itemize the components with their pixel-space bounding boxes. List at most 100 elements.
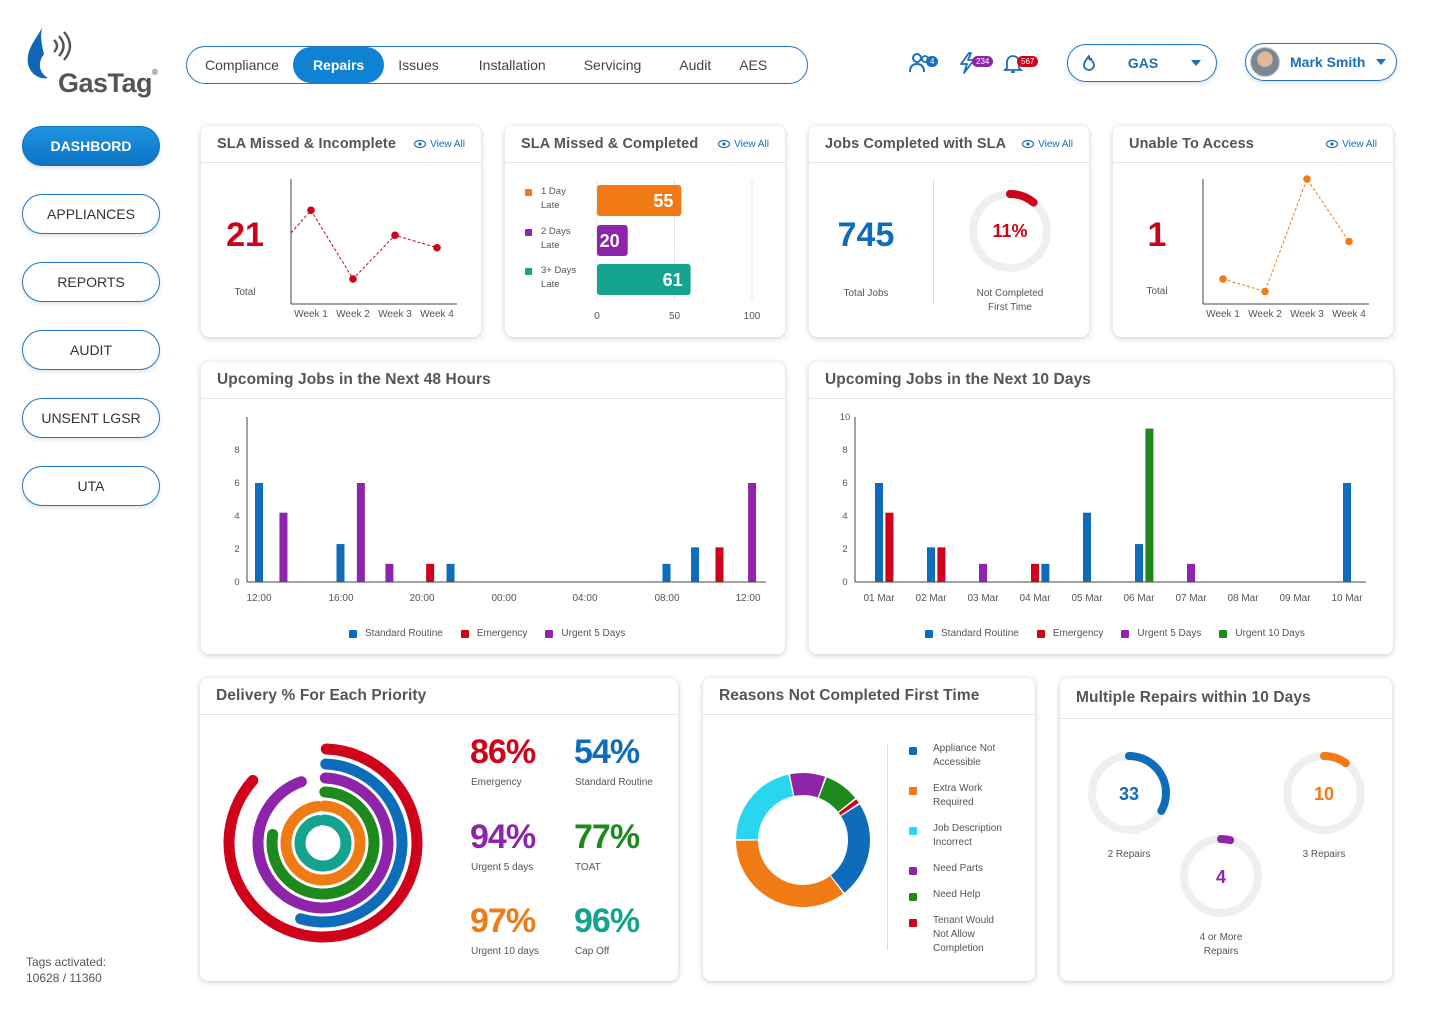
x-tick-label: 09 Mar	[1279, 593, 1311, 604]
legend-item: Emergency	[460, 628, 527, 639]
bar	[1135, 544, 1143, 582]
donut-segment	[736, 773, 870, 907]
repair-ring: 10	[1283, 752, 1365, 834]
x-tick-label: Week 2	[1248, 309, 1282, 320]
repair-ring: 33	[1088, 752, 1170, 834]
x-tick-label: 05 Mar	[1071, 593, 1103, 604]
sla-missed-completed-card: SLA Missed & Completed View All 0 50 100 55…	[505, 126, 785, 337]
bar	[597, 225, 628, 256]
view-all-link[interactable]: View All	[414, 139, 465, 150]
x-tick-label: 06 Mar	[1123, 593, 1155, 604]
bar	[1343, 483, 1351, 582]
bar	[279, 512, 288, 582]
data-point	[391, 231, 399, 240]
repair-label: 2 Repairs	[1107, 849, 1151, 860]
bar	[979, 563, 987, 582]
x-tick-label: Week 4	[1332, 309, 1366, 320]
upcoming-10-bar-chart: 0 2 4 6 8 10 01 Mar 02 Mar 03 Mar 04 Mar 05 Mar 06 …	[840, 412, 1366, 604]
view-all-link[interactable]: View All	[1326, 139, 1377, 150]
tab-servicing[interactable]: Servicing	[583, 57, 642, 73]
x-tick-label: 20:00	[409, 593, 434, 604]
view-all-link[interactable]: View All	[718, 139, 769, 150]
x-tick-label: 04:00	[572, 593, 597, 604]
series-line	[290, 209, 438, 280]
legend-item: Appliance Not Accessible	[933, 743, 996, 768]
repair-ring: 4	[1180, 835, 1262, 917]
legend-item: Extra Work Required	[933, 783, 983, 808]
tab-aes[interactable]: AES	[739, 57, 768, 73]
x-tick-label: 03 Mar	[967, 593, 999, 604]
ring-arc	[223, 743, 423, 943]
bar	[1083, 512, 1091, 582]
legend-swatch	[909, 893, 917, 901]
bar	[885, 512, 894, 582]
ring-arc	[238, 758, 408, 928]
category-label: 2 Days	[541, 226, 571, 237]
tab-repairs[interactable]: Repairs	[292, 47, 385, 83]
category-label: 3+ Days	[541, 265, 576, 276]
data-point	[1261, 287, 1269, 296]
total-label: Total	[234, 287, 256, 298]
legend-item: Standard Routine	[349, 628, 443, 639]
alerts-button[interactable]: 234	[958, 50, 994, 76]
x-tick-label: Week 4	[420, 309, 454, 320]
x-tick-label: Week 1	[294, 309, 328, 320]
tab-installation[interactable]: Installation	[478, 57, 546, 73]
user-menu[interactable]: Mark Smith	[1245, 43, 1397, 81]
x-tick-label: 50	[669, 311, 681, 322]
view-all-link[interactable]: View All	[1022, 139, 1073, 150]
sidebar-item-appliances[interactable]: APPLIANCES	[22, 194, 160, 234]
reasons-card: Reasons Not Completed First Time Applian…	[703, 678, 1035, 981]
notifications-button[interactable]: 567	[1003, 50, 1039, 76]
card-title: Delivery % For Each Priority	[216, 687, 427, 704]
delivery-label: TOAT	[575, 862, 601, 873]
total-value: 21	[226, 216, 264, 254]
upcoming-48-hours-card: Upcoming Jobs in the Next 48 Hours 0 2 4 6 8…	[201, 362, 785, 654]
sla-incomplete-line-chart: Week 1 Week 2 Week 3 Week 4	[290, 179, 457, 320]
sidebar-item-unsent-lgsr[interactable]: UNSENT LGSR	[22, 398, 160, 438]
team-button[interactable]: 4	[908, 50, 939, 76]
bar	[937, 547, 946, 582]
repair-label: 3 Repairs	[1302, 849, 1346, 860]
x-tick-label: 12:00	[735, 593, 760, 604]
svg-text:4: 4	[1216, 867, 1226, 887]
svg-text:33: 33	[1119, 784, 1139, 804]
legend-item: Urgent 10 Days	[1219, 628, 1305, 639]
gastag-logo[interactable]: GasTag®	[24, 28, 164, 100]
y-tick-label: 6	[842, 478, 847, 489]
legend-swatch	[349, 629, 357, 638]
legend-swatch	[525, 229, 532, 236]
legend-item: Job Description Incorrect	[933, 823, 1002, 848]
sidebar-item-audit[interactable]: AUDIT	[22, 330, 160, 370]
upcoming-48-bar-chart: 0 2 4 6 8 12:00 16:00 20:00 00:00 04:00 08:00 12:00	[234, 417, 766, 604]
lightning-icon	[960, 52, 975, 74]
flame-icon	[27, 28, 72, 79]
card-title: Upcoming Jobs in the Next 48 Hours	[217, 371, 491, 388]
data-point	[1303, 175, 1311, 183]
tab-issues[interactable]: Issues	[398, 57, 439, 73]
x-tick-label: 10 Mar	[1331, 593, 1363, 604]
tab-audit[interactable]: Audit	[679, 57, 712, 73]
delivery-label: Urgent 5 days	[471, 862, 534, 873]
legend-item: Tenant Would Not Allow Completion	[933, 915, 994, 954]
data-point	[433, 243, 441, 252]
bar	[748, 483, 757, 582]
team-count-badge: 4	[926, 55, 939, 67]
delivery-label: Cap Off	[575, 946, 610, 957]
legend-swatch	[545, 629, 554, 638]
reasons-donut-chart	[736, 773, 870, 907]
fuel-select[interactable]: GAS	[1067, 44, 1217, 82]
ring-label: Not Completed First Time	[976, 288, 1044, 313]
legend-swatch	[909, 827, 917, 835]
bar	[691, 547, 700, 582]
y-tick-label: 6	[234, 478, 239, 489]
sidebar-item-uta[interactable]: UTA	[22, 466, 160, 506]
sidebar-item-reports[interactable]: REPORTS	[22, 262, 160, 302]
card-title: SLA Missed & Completed	[521, 136, 699, 152]
legend-swatch	[525, 189, 532, 196]
bar	[446, 563, 455, 582]
sidebar-item-dashbord[interactable]: DASHBORD	[22, 126, 160, 166]
chart-legend: Standard Routine Emergency Urgent 5 Days Ur…	[925, 628, 1305, 639]
tab-compliance[interactable]: Compliance	[205, 57, 279, 73]
ring-arc	[294, 814, 352, 872]
